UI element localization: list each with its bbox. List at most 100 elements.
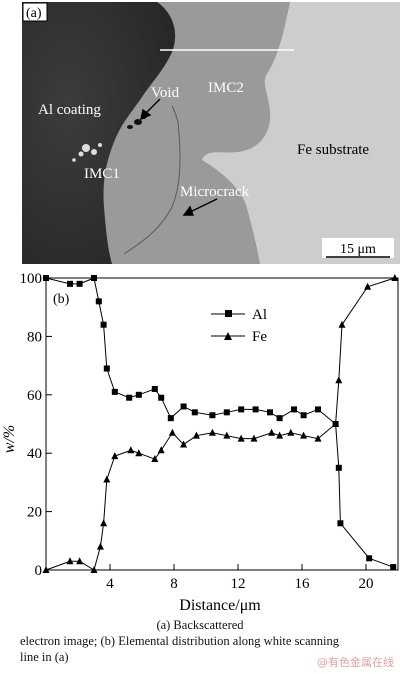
data-point-fe xyxy=(268,428,276,436)
data-point-fe xyxy=(192,431,200,439)
label-imc2: IMC2 xyxy=(208,80,244,96)
x-axis-label: Distance/μm xyxy=(179,597,261,614)
data-point-al xyxy=(95,298,102,305)
caption-line-2: electron image; (b) Elemental distributi… xyxy=(20,634,340,648)
x-tick-label: 20 xyxy=(359,576,374,592)
data-point-al xyxy=(238,406,245,413)
data-point-fe xyxy=(103,475,111,483)
figure-caption: (a) Backscattered electron image; (b) El… xyxy=(0,617,400,665)
data-point-fe xyxy=(250,434,258,442)
data-point-al xyxy=(300,412,307,419)
scale-bar-label: 15 μm xyxy=(340,242,376,257)
legend: Al Fe xyxy=(211,307,267,345)
data-point-fe xyxy=(151,455,159,463)
void-arrow xyxy=(140,98,161,121)
data-point-fe xyxy=(364,282,372,290)
caption-line-3: line in (a) xyxy=(20,650,69,664)
data-point-al xyxy=(315,406,321,413)
data-point-al xyxy=(167,415,174,422)
data-point-fe xyxy=(287,428,295,436)
x-tick-label: 8 xyxy=(170,576,178,592)
data-point-fe xyxy=(338,320,346,328)
data-point-fe xyxy=(223,431,231,439)
series-fe xyxy=(42,274,399,573)
data-point-fe xyxy=(300,431,308,439)
label-fe-substrate: Fe substrate xyxy=(297,142,369,158)
data-point-fe xyxy=(90,566,98,573)
panel-b-label: (b) xyxy=(53,292,70,307)
data-point-al xyxy=(91,275,97,281)
y-axis-label: w/% xyxy=(1,425,18,453)
line-profile-chart: 4 8 12 16 20 0 20 40 60 80 100 (b) Al Fe Distance/… xyxy=(1,271,399,614)
data-point-al xyxy=(252,406,259,413)
data-point-fe xyxy=(76,557,84,565)
data-point-al xyxy=(126,394,133,401)
watermark: @有色金属在线 xyxy=(317,656,394,669)
data-point-al xyxy=(191,409,198,416)
y-tick-label: 100 xyxy=(20,271,43,287)
y-tick-label: 60 xyxy=(27,388,42,404)
label-al-coating: Al coating xyxy=(38,102,101,118)
data-point-fe xyxy=(127,446,135,454)
label-void: Void xyxy=(151,85,180,101)
x-tick-label: 12 xyxy=(231,576,246,592)
axis-ticks: 4 8 12 16 20 0 20 40 60 80 100 xyxy=(20,271,374,592)
data-point-fe xyxy=(135,449,143,457)
data-point-al xyxy=(291,406,297,413)
data-point-fe xyxy=(42,566,50,573)
data-point-fe xyxy=(168,428,176,436)
y-tick-label: 80 xyxy=(27,329,42,345)
data-point-al xyxy=(180,403,187,410)
data-point-al xyxy=(276,415,283,422)
data-point-al xyxy=(100,321,107,328)
legend-fe-marker xyxy=(224,332,232,340)
particles xyxy=(72,143,102,162)
data-point-fe xyxy=(391,274,399,281)
panel-a-label: (a) xyxy=(26,6,42,21)
microcrack-arrow xyxy=(182,198,218,216)
x-tick-label: 16 xyxy=(295,576,311,592)
legend-fe-label: Fe xyxy=(252,329,267,345)
x-tick-label: 4 xyxy=(106,576,114,592)
caption-line-1: (a) Backscattered xyxy=(156,618,244,632)
data-point-fe xyxy=(314,434,322,442)
label-microcrack: Microcrack xyxy=(180,184,250,200)
legend-al-label: Al xyxy=(252,307,267,323)
data-point-fe xyxy=(237,434,245,442)
sem-micrograph: Al coating Void IMC2 IMC1 Microcrack Fe … xyxy=(22,2,400,264)
data-point-fe xyxy=(335,376,343,384)
data-point-al xyxy=(158,394,165,401)
al-coating-region xyxy=(22,2,176,264)
plot-frame xyxy=(45,277,399,571)
data-point-fe xyxy=(66,557,74,565)
y-tick-label: 40 xyxy=(27,446,42,462)
data-point-al xyxy=(43,275,49,281)
series-al xyxy=(43,275,397,571)
y-tick-label: 20 xyxy=(27,505,42,521)
data-point-al xyxy=(223,409,230,416)
data-point-al xyxy=(151,385,158,392)
data-point-al xyxy=(76,280,83,287)
data-point-fe xyxy=(180,440,188,448)
data-point-al xyxy=(366,555,373,562)
panel-a-label-box xyxy=(22,2,48,22)
data-point-al xyxy=(111,388,118,395)
scale-bar-box xyxy=(322,238,394,258)
data-point-al xyxy=(67,280,73,287)
data-point-fe xyxy=(332,420,340,427)
label-imc1: IMC1 xyxy=(84,166,120,182)
data-point-fe xyxy=(276,431,284,439)
data-point-fe xyxy=(157,446,165,454)
data-point-al xyxy=(390,564,397,571)
data-point-al xyxy=(267,409,273,416)
data-point-al xyxy=(135,391,142,398)
data-point-fe xyxy=(208,428,216,436)
data-point-fe xyxy=(100,519,108,527)
data-point-al xyxy=(103,365,110,372)
data-point-al xyxy=(335,464,342,471)
data-point-fe xyxy=(96,542,104,550)
data-point-fe xyxy=(111,452,119,460)
data-point-al xyxy=(209,412,216,419)
data-point-al xyxy=(337,520,344,527)
